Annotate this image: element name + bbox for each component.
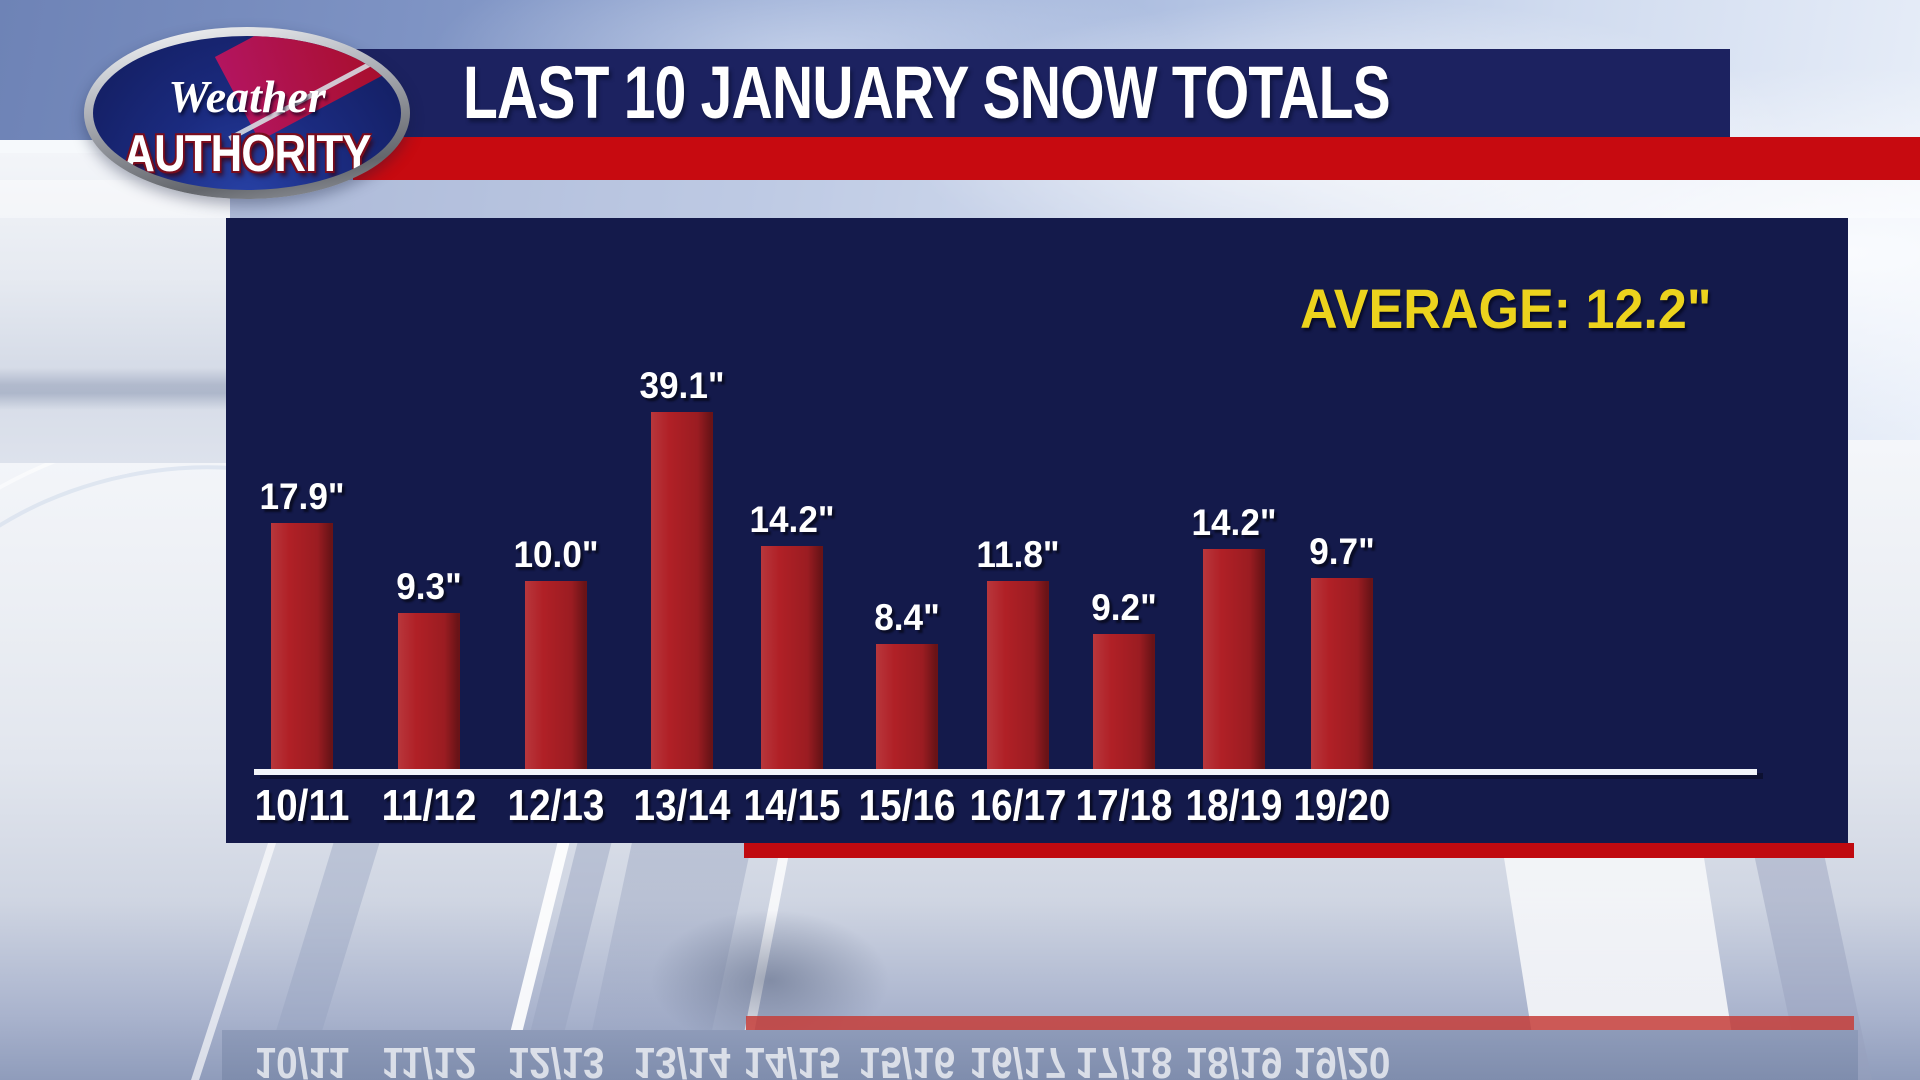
bar-value-label: 8.4" [874,597,940,638]
reflection-axis-label: 12/13 [507,1046,605,1080]
average-label: AVERAGE: 12.2" [1300,277,1712,340]
logo-authority-text: AUTHORITY [123,125,371,183]
bottom-red-stripe [744,843,1854,858]
bar-value-label: 39.1" [639,365,725,406]
title-bar: LAST 10 JANUARY SNOW TOTALS [353,49,1730,137]
bar-value-label: 10.0" [513,534,599,575]
logo-chrome-ring: Weather AUTHORITY [84,27,410,199]
x-axis-label: 16/17 [969,781,1067,830]
reflection-red-stripe [746,1016,1854,1030]
bar [876,644,938,772]
left-gray-band [0,368,230,410]
x-axis-label: 18/19 [1185,781,1283,830]
bar [651,412,713,772]
bar-value-label: 14.2" [749,499,835,540]
reflection-axis-labels: 10/11 11/12 12/13 13/14 14/15 15/16 16/17 17/18… [222,1046,1858,1080]
x-axis-label: 17/18 [1075,781,1173,830]
bar-value-label: 11.8" [976,534,1060,575]
logo-weather-text: Weather [168,71,326,122]
x-axis-label: 15/16 [858,781,956,830]
bar [398,613,460,772]
weather-authority-logo: Weather AUTHORITY [84,27,410,199]
reflection-axis-label: 14/15 [743,1046,841,1080]
bar-value-label: 17.9" [259,476,345,517]
x-axis-label: 10/11 [254,781,350,830]
bar [761,546,823,772]
reflection-axis-label: 10/11 [254,1046,350,1080]
reflection-axis-label: 19/20 [1293,1046,1391,1080]
x-axis-label: 12/13 [507,781,605,830]
logo-oval-field: Weather AUTHORITY [93,36,401,190]
reflection-axis-label: 11/12 [381,1046,477,1080]
bar [525,581,587,772]
bar [271,523,333,772]
bar [1093,634,1155,772]
reflection-band [222,1030,1858,1080]
bar-value-label: 9.7" [1309,531,1375,572]
bar [987,581,1049,772]
x-axis-label: 19/20 [1293,781,1391,830]
bar-value-label: 14.2" [1191,502,1277,543]
bar [1311,578,1373,772]
page-title: LAST 10 JANUARY SNOW TOTALS [463,51,1391,134]
x-axis-line [254,769,1757,775]
x-axis-label: 13/14 [633,781,731,830]
title-red-stripe [353,137,1920,180]
x-axis-label: 14/15 [743,781,841,830]
left-floor-strip [0,153,230,463]
bar [1203,549,1265,772]
bar-value-label: 9.3" [396,566,462,607]
x-axis-label: 11/12 [381,781,477,830]
bar-value-label: 9.2" [1091,587,1157,628]
